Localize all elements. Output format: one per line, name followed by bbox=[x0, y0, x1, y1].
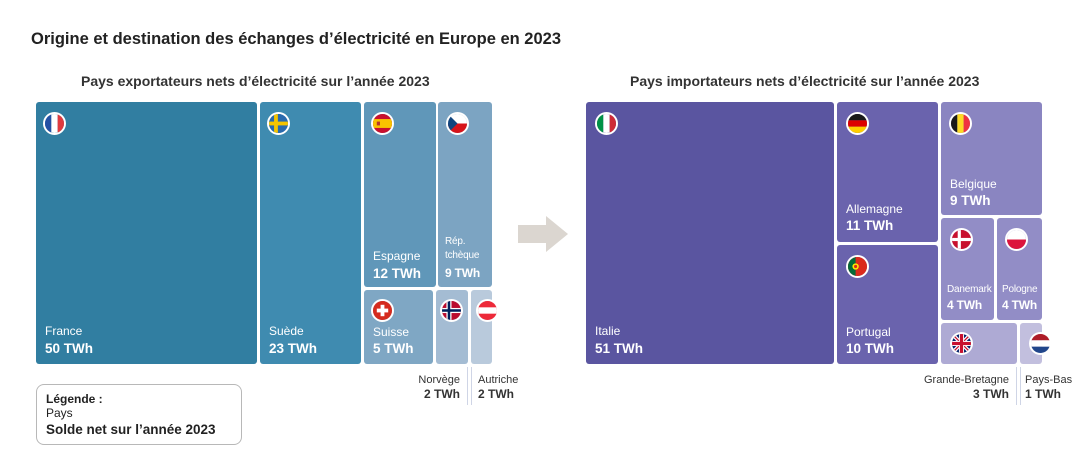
chart-title: Origine et destination des échanges d’él… bbox=[31, 30, 562, 48]
sweden-flag-icon bbox=[267, 112, 290, 135]
norway-flag-icon bbox=[440, 299, 463, 322]
legend-country: Pays bbox=[46, 406, 73, 420]
spain-flag-icon bbox=[371, 112, 394, 135]
tile-label: Rép. bbox=[445, 236, 466, 247]
legend-title: Légende : bbox=[46, 392, 103, 406]
tile-value: 9 TWh bbox=[445, 266, 480, 280]
tile-value: 50 TWh bbox=[45, 341, 94, 356]
germany-flag-icon bbox=[846, 112, 869, 135]
label-separator bbox=[471, 367, 472, 405]
tile-value: 4 TWh bbox=[947, 298, 982, 312]
netherlands-label: Pays-Bas 1 TWh bbox=[1025, 373, 1072, 402]
tile-value: 10 TWh bbox=[846, 341, 895, 356]
tile-label: Danemark bbox=[947, 284, 992, 295]
france-flag-icon bbox=[43, 112, 66, 135]
tile-label: Suède bbox=[269, 324, 304, 338]
tile-label: Portugal bbox=[846, 325, 891, 339]
importers-title: Pays importateurs nets d’électricité sur… bbox=[630, 73, 980, 89]
tile-label: tchèque bbox=[445, 250, 480, 261]
poland-flag-icon bbox=[1005, 228, 1028, 251]
uk-label: Grande-Bretagne 3 TWh bbox=[924, 373, 1009, 402]
tile-label: Grande-Bretagne bbox=[924, 374, 1009, 386]
austria-label: Autriche 2 TWh bbox=[478, 373, 518, 402]
portugal-flag-icon bbox=[846, 255, 869, 278]
tile-france: France 50 TWh bbox=[36, 102, 257, 364]
tile-label: Autriche bbox=[478, 374, 519, 386]
tile-label: Suisse bbox=[373, 325, 410, 339]
austria-flag-icon bbox=[476, 299, 499, 322]
switzerland-flag-icon bbox=[371, 299, 394, 322]
italy-flag-icon bbox=[595, 112, 618, 135]
legend: Légende : Pays Solde net sur l’année 202… bbox=[36, 384, 242, 445]
tile-value: 11 TWh bbox=[846, 218, 894, 233]
netherlands-flag-icon bbox=[1029, 332, 1052, 355]
tile-czech: Rép. tchèque 9 TWh bbox=[438, 102, 492, 287]
tile-value: 9 TWh bbox=[950, 193, 991, 208]
tile-value: 1 TWh bbox=[1025, 387, 1061, 401]
tile-label: Espagne bbox=[373, 249, 421, 263]
tile-value: 4 TWh bbox=[1002, 298, 1037, 312]
tile-label: Italie bbox=[595, 324, 621, 338]
tile-value: 2 TWh bbox=[424, 387, 460, 401]
uk-flag-icon bbox=[950, 332, 973, 355]
arrow-right-icon bbox=[518, 216, 568, 252]
norway-label: Norvège 2 TWh bbox=[418, 373, 460, 402]
tile-label: France bbox=[45, 324, 83, 338]
tile-italy: Italie 51 TWh bbox=[586, 102, 834, 364]
tile-value: 2 TWh bbox=[478, 387, 514, 401]
tile-sweden: Suède 23 TWh bbox=[260, 102, 361, 364]
tile-label: Pologne bbox=[1002, 284, 1038, 295]
tile-label: Allemagne bbox=[846, 202, 903, 216]
tile-value: 12 TWh bbox=[373, 266, 422, 281]
belgium-flag-icon bbox=[949, 112, 972, 135]
tile-value: 5 TWh bbox=[373, 341, 414, 356]
czech-flag-icon bbox=[446, 112, 469, 135]
tile-label: Pays-Bas bbox=[1025, 374, 1073, 386]
tile-value: 3 TWh bbox=[973, 387, 1009, 401]
tile-label: Belgique bbox=[950, 177, 997, 191]
exporters-title: Pays exportateurs nets d’électricité sur… bbox=[81, 73, 430, 89]
label-separator bbox=[1016, 367, 1017, 405]
legend-balance: Solde net sur l’année 2023 bbox=[46, 422, 216, 437]
label-separator bbox=[467, 367, 468, 405]
tile-value: 51 TWh bbox=[595, 341, 644, 356]
tile-value: 23 TWh bbox=[269, 341, 318, 356]
label-separator bbox=[1020, 367, 1021, 405]
denmark-flag-icon bbox=[950, 228, 973, 251]
tile-label: Norvège bbox=[418, 374, 460, 386]
